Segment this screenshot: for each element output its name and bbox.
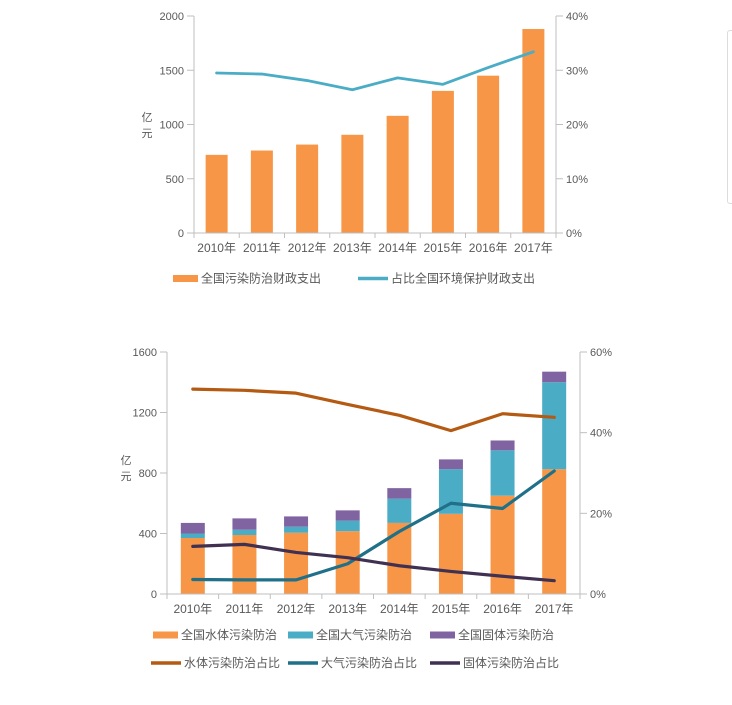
x-axis-label: 2017年 xyxy=(514,241,553,255)
right-axis-tick-label: 20% xyxy=(566,120,588,132)
bar-air-pollution-control-2011 xyxy=(232,529,257,536)
bar-pollution-control-expenditure-2017 xyxy=(522,29,545,233)
x-axis-label: 2014年 xyxy=(378,241,417,255)
x-axis-label: 2012年 xyxy=(277,602,316,616)
legend-label-solid-waste-pollution-control: 全国固体污染防治 xyxy=(458,627,554,642)
x-axis-label: 2010年 xyxy=(173,602,212,616)
bar-water-pollution-control-2016 xyxy=(490,495,515,594)
line-share-of-environmental-protection-expenditure xyxy=(215,50,535,92)
bar-solid-waste-pollution-control-2010 xyxy=(180,522,205,534)
left-axis-tick-label: 1200 xyxy=(133,408,157,420)
line-solid-waste-pollution-control-share xyxy=(191,542,556,583)
left-axis-tick-label: 0 xyxy=(178,228,184,240)
bar-solid-waste-pollution-control-2012 xyxy=(284,516,309,527)
bar-pollution-control-expenditure-2015 xyxy=(431,90,454,234)
bar-water-pollution-control-2017 xyxy=(542,469,567,594)
right-axis-tick-label: 0% xyxy=(590,589,606,601)
right-axis-tick-label: 60% xyxy=(590,347,612,359)
legend-label-share-of-environmental-protection-expenditure: 占比全国环境保护财政支出 xyxy=(391,271,535,286)
bar-water-pollution-control-2015 xyxy=(438,513,463,594)
right-axis-tick-label: 10% xyxy=(566,174,588,186)
legend-label-pollution-control-expenditure: 全国污染防治财政支出 xyxy=(201,271,321,286)
bar-solid-waste-pollution-control-2013 xyxy=(335,510,360,521)
legend-label-water-pollution-control-share: 水体污染防治占比 xyxy=(184,655,280,670)
x-axis-label: 2011年 xyxy=(243,241,281,255)
bar-air-pollution-control-2016 xyxy=(490,450,515,496)
right-axis-tick-label: 20% xyxy=(590,508,612,520)
bar-pollution-control-expenditure-2012 xyxy=(296,144,319,233)
bar-solid-waste-pollution-control-2016 xyxy=(490,440,515,451)
x-axis-label: 2013年 xyxy=(333,241,372,255)
left-axis-tick-label: 400 xyxy=(139,529,157,541)
left-axis-title: 亿元 xyxy=(121,454,132,483)
left-axis-tick-label: 0 xyxy=(151,589,157,601)
bar-pollution-control-expenditure-2011 xyxy=(250,150,273,233)
legend-label-air-pollution-control-share: 大气污染防治占比 xyxy=(321,655,417,670)
bar-air-pollution-control-2017 xyxy=(542,382,567,470)
bar-solid-waste-pollution-control-2014 xyxy=(387,488,412,499)
left-axis-tick-label: 2000 xyxy=(160,11,184,23)
bar-water-pollution-control-2014 xyxy=(387,522,412,594)
bar-pollution-control-expenditure-2016 xyxy=(477,75,500,233)
left-axis-title: 亿元 xyxy=(142,111,153,140)
x-axis-label: 2012年 xyxy=(288,241,327,255)
bar-solid-waste-pollution-control-2011 xyxy=(232,518,257,530)
line-air-pollution-control-share xyxy=(191,469,556,582)
line-water-pollution-control-share xyxy=(191,387,556,433)
right-axis-tick-label: 0% xyxy=(566,228,582,240)
legend-label-air-pollution-control: 全国大气污染防治 xyxy=(316,627,412,642)
legend-swatch-air-pollution-control xyxy=(288,631,313,639)
x-axis-label: 2013年 xyxy=(328,602,367,616)
left-axis-tick-label: 1000 xyxy=(160,120,184,132)
bar-air-pollution-control-2012 xyxy=(284,526,309,533)
bar-pollution-control-expenditure-2010 xyxy=(205,154,228,233)
x-axis-label: 2014年 xyxy=(380,602,419,616)
legend-swatch-water-pollution-control xyxy=(153,631,178,639)
right-axis-tick-label: 40% xyxy=(566,11,588,23)
left-axis-tick-label: 1600 xyxy=(133,347,157,359)
bar-solid-waste-pollution-control-2015 xyxy=(438,459,463,470)
x-axis-label: 2015年 xyxy=(432,602,471,616)
x-axis-label: 2017年 xyxy=(535,602,574,616)
bar-water-pollution-control-2012 xyxy=(284,532,309,594)
chart-2: 0 400 800 1200 1600 0% 20% 40% 60% 2010年 2011年 2012… xyxy=(121,347,613,670)
bar-solid-waste-pollution-control-2017 xyxy=(542,371,567,383)
legend-label-water-pollution-control: 全国水体污染防治 xyxy=(181,627,277,642)
bar-pollution-control-expenditure-2013 xyxy=(341,134,364,233)
left-axis-tick-label: 1500 xyxy=(160,65,184,77)
x-axis-label: 2015年 xyxy=(424,241,463,255)
x-axis-label: 2016年 xyxy=(469,241,508,255)
chart-1: 0 500 1000 1500 2000 0% 10% 20% 30% 40% 2010年 2011年… xyxy=(142,11,589,286)
left-axis-tick-label: 800 xyxy=(139,468,157,480)
legend-swatch-solid-waste-pollution-control xyxy=(430,631,455,639)
adjacent-panel-fragment xyxy=(727,30,732,204)
right-axis-tick-label: 30% xyxy=(566,65,588,77)
legend-swatch-pollution-control-expenditure xyxy=(173,275,198,282)
bar-air-pollution-control-2013 xyxy=(335,520,360,532)
x-axis-label: 2016年 xyxy=(483,602,522,616)
bar-air-pollution-control-2014 xyxy=(387,498,412,523)
x-axis-label: 2010年 xyxy=(197,241,236,255)
bar-pollution-control-expenditure-2014 xyxy=(386,115,409,233)
legend-label-solid-waste-pollution-control-share: 固体污染防治占比 xyxy=(463,655,559,670)
right-axis-tick-label: 40% xyxy=(590,428,612,440)
x-axis-label: 2011年 xyxy=(226,602,264,616)
left-axis-tick-label: 500 xyxy=(166,174,184,186)
bar-air-pollution-control-2010 xyxy=(180,533,205,539)
